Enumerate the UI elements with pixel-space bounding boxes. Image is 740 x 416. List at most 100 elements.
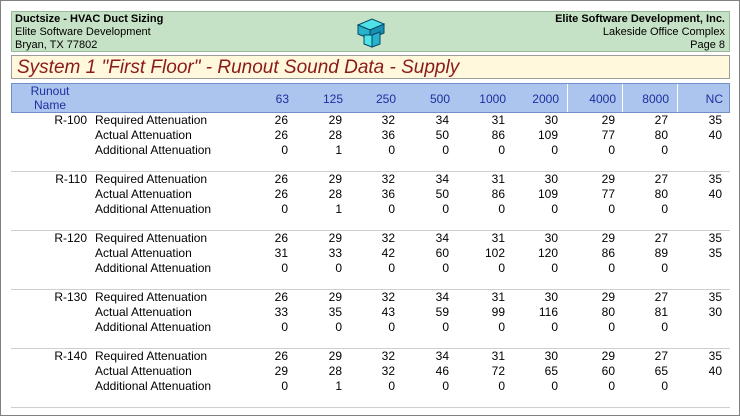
runout-table: R-100 Required Attenuation 26 29 32 34 31 30 29 2… [11,113,730,408]
value-cell: 35 [328,305,342,319]
report-title-bar: System 1 "First Floor" - Runout Sound Da… [11,55,730,79]
value-cell: 0 [551,261,558,275]
value-cell: 0 [281,143,288,157]
value-cell: 0 [388,320,395,334]
value-cell: 0 [551,320,558,334]
value-cell: 31 [491,349,505,363]
value-cell: 29 [328,231,342,245]
value-cell: 34 [435,113,449,127]
value-cell: 29 [601,172,615,186]
row-label-actual: Actual Attenuation [95,187,192,201]
row-label-actual: Actual Attenuation [95,305,192,319]
value-cell: 36 [381,128,395,142]
value-cell: 116 [538,305,558,319]
row-label-additional: Additional Attenuation [95,379,212,393]
value-cell: 40 [708,187,722,201]
header-right: Elite Software Development, Inc. Lakesid… [555,13,725,52]
column-header-500: 500 [429,92,450,106]
value-cell: 29 [601,113,615,127]
value-cell: 46 [435,364,449,378]
value-cell: 35 [708,113,722,127]
value-cell: 29 [601,231,615,245]
value-cell: 28 [328,187,342,201]
value-cell: 34 [435,290,449,304]
value-cell: 31 [491,113,505,127]
row-label-required: Required Attenuation [95,290,208,304]
value-cell: 80 [601,305,615,319]
value-cell: 0 [442,261,449,275]
group-divider [11,348,730,349]
value-cell: 0 [661,320,668,334]
duct-logo-icon [356,18,386,48]
runout-name: R-130 [54,290,87,304]
report-title: System 1 "First Floor" - Runout Sound Da… [17,57,460,78]
value-cell: 29 [601,349,615,363]
row-label-required: Required Attenuation [95,172,208,186]
value-cell: 36 [381,187,395,201]
value-cell: 31 [491,231,505,245]
column-separator [567,84,568,112]
value-cell: 0 [335,320,342,334]
value-cell: 0 [608,202,615,216]
runout-header-line2: Name [33,98,66,112]
value-cell: 34 [435,172,449,186]
value-cell: 50 [435,128,449,142]
value-cell: 86 [601,246,615,260]
runout-group: R-100 Required Attenuation 26 29 32 34 31 30 29 2… [11,113,730,172]
value-cell: 0 [281,320,288,334]
project-name: Lakeside Office Complex [602,26,725,38]
column-header-250: 250 [375,92,396,106]
column-header: Runout Name 63 125 250 500 1000 2000 4000 8000 N… [11,83,730,113]
value-cell: 26 [274,290,288,304]
value-cell: 1 [335,202,342,216]
value-cell: 60 [435,246,449,260]
app-title: Ductsize - HVAC Duct Sizing [15,13,164,25]
value-cell: 32 [381,349,395,363]
value-cell: 27 [654,349,668,363]
row-label-additional: Additional Attenuation [95,143,212,157]
value-cell: 35 [708,349,722,363]
value-cell: 0 [661,379,668,393]
column-header-63: 63 [275,92,289,106]
runout-name: R-110 [55,172,87,186]
value-cell: 34 [435,231,449,245]
group-divider [11,230,730,231]
value-cell: 109 [537,187,558,201]
column-separator [677,84,678,112]
row-label-actual: Actual Attenuation [95,246,192,260]
value-cell: 29 [328,349,342,363]
row-label-required: Required Attenuation [95,349,208,363]
value-cell: 27 [654,290,668,304]
value-cell: 29 [328,172,342,186]
value-cell: 30 [544,172,558,186]
value-cell: 30 [544,231,558,245]
value-cell: 29 [274,364,288,378]
report-header: Ductsize - HVAC Duct Sizing Elite Softwa… [11,11,730,52]
value-cell: 0 [281,379,288,393]
column-header-4000: 4000 [589,92,616,106]
value-cell: 26 [274,187,288,201]
value-cell: 35 [708,172,722,186]
column-header-125: 125 [322,92,343,106]
runout-group: R-110 Required Attenuation 26 29 32 34 31 30 29 2… [11,172,730,231]
value-cell: 32 [381,290,395,304]
value-cell: 0 [442,202,449,216]
value-cell: 0 [608,143,615,157]
value-cell: 28 [328,364,342,378]
value-cell: 77 [601,128,615,142]
value-cell: 60 [601,364,615,378]
value-cell: 0 [388,379,395,393]
value-cell: 29 [328,290,342,304]
runout-group: R-130 Required Attenuation 26 29 32 34 31 30 29 2… [11,290,730,349]
value-cell: 0 [551,202,558,216]
value-cell: 0 [608,261,615,275]
value-cell: 86 [491,187,505,201]
value-cell: 0 [388,202,395,216]
value-cell: 0 [498,320,505,334]
row-label-required: Required Attenuation [95,113,208,127]
value-cell: 0 [281,202,288,216]
value-cell: 86 [491,128,505,142]
runout-name: R-120 [54,231,87,245]
value-cell: 29 [601,290,615,304]
value-cell: 32 [381,364,395,378]
